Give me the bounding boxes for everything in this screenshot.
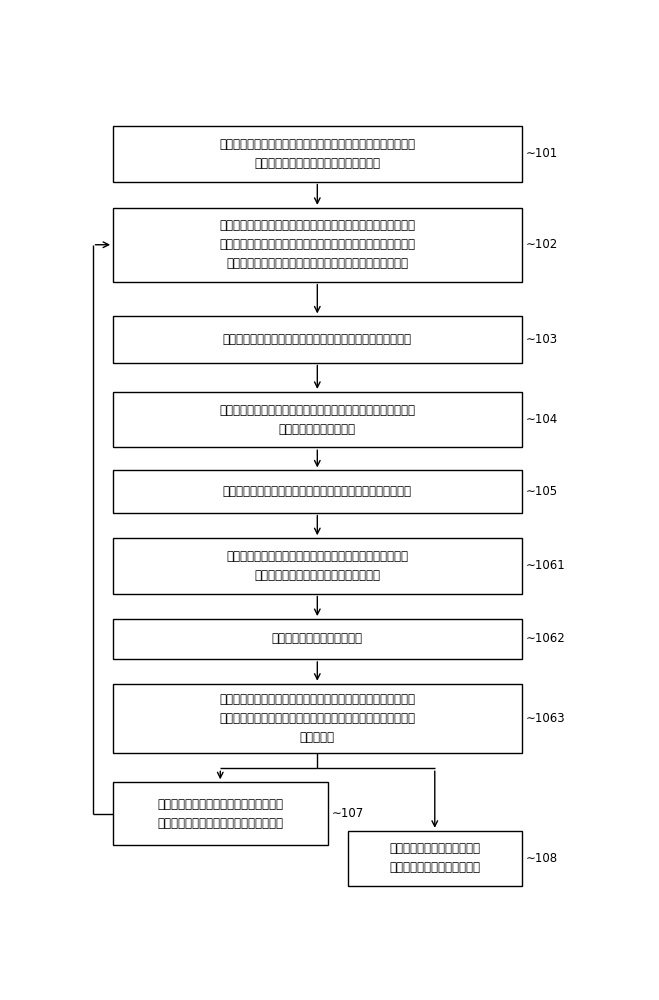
Bar bbox=[113, 126, 522, 182]
Text: 当所述获取的修正项达标时，
输出修正后的归一化校正因子: 当所述获取的修正项达标时， 输出修正后的归一化校正因子 bbox=[389, 842, 480, 874]
Text: ∼108: ∼108 bbox=[526, 852, 558, 865]
Bar bbox=[113, 619, 522, 659]
Bar bbox=[113, 470, 522, 513]
Text: 根据所述活度浓度以及模体位置，获取所述均匀模体的第一重建
图像，并利用归一化校正因子对所述扫描数据进行归一化校正，
根据校正后的扫描数据，获取所述均匀模体的第二: 根据所述活度浓度以及模体位置，获取所述均匀模体的第一重建 图像，并利用归一化校正… bbox=[219, 219, 415, 270]
Bar bbox=[113, 392, 522, 447]
Text: ∼101: ∼101 bbox=[526, 147, 558, 160]
Bar bbox=[113, 316, 522, 363]
Bar bbox=[113, 782, 328, 845]
Text: ∼105: ∼105 bbox=[526, 485, 558, 498]
Text: ∼103: ∼103 bbox=[526, 333, 558, 346]
Text: ∼1063: ∼1063 bbox=[526, 712, 565, 725]
Text: 根据所述获取的修正项修正所述指定活度下的归一化校正因子: 根据所述获取的修正项修正所述指定活度下的归一化校正因子 bbox=[223, 485, 412, 498]
Text: ∼1061: ∼1061 bbox=[526, 559, 565, 572]
Text: 比较所述第一重建图像及第二重建图像在弦图域的投影，以获取
归一化校正因子的修正项: 比较所述第一重建图像及第二重建图像在弦图域的投影，以获取 归一化校正因子的修正项 bbox=[219, 404, 415, 436]
Bar bbox=[348, 831, 522, 886]
Text: ∼107: ∼107 bbox=[331, 807, 364, 820]
Bar bbox=[113, 684, 522, 753]
Text: 当所述获取的修正项不达标时，将归一化
校正因子替换为修正后的归一化校正因子: 当所述获取的修正项不达标时，将归一化 校正因子替换为修正后的归一化校正因子 bbox=[158, 798, 283, 830]
Text: 检测第二重建图像的均匀程度: 检测第二重建图像的均匀程度 bbox=[272, 632, 363, 645]
Text: 当第二重建图像的均匀程度达标时，判断所述获取的修正项为达
标；当第二重建图像的均匀程度不达标时，判断所述获取的修正
项为不达标: 当第二重建图像的均匀程度达标时，判断所述获取的修正项为达 标；当第二重建图像的均… bbox=[219, 693, 415, 744]
Bar bbox=[113, 208, 522, 282]
Text: ∼1062: ∼1062 bbox=[526, 632, 565, 645]
Bar bbox=[113, 538, 522, 594]
Text: ∼104: ∼104 bbox=[526, 413, 558, 426]
Text: 将所述第一重建图像及第二重建图像分别映射至各自的弦图域: 将所述第一重建图像及第二重建图像分别映射至各自的弦图域 bbox=[223, 333, 412, 346]
Text: 在均匀模体衰变过程中，获取指定活度下均匀模体的活度浓度、
模体位置、扫描数据以及归一化校正因子: 在均匀模体衰变过程中，获取指定活度下均匀模体的活度浓度、 模体位置、扫描数据以及… bbox=[219, 138, 415, 170]
Text: ∼102: ∼102 bbox=[526, 238, 558, 251]
Text: 通过修正后的归一化校正因子，对所述扫描数据进行归一化
校正，获取所述均匀模体的第二重建图像: 通过修正后的归一化校正因子，对所述扫描数据进行归一化 校正，获取所述均匀模体的第… bbox=[226, 550, 409, 582]
